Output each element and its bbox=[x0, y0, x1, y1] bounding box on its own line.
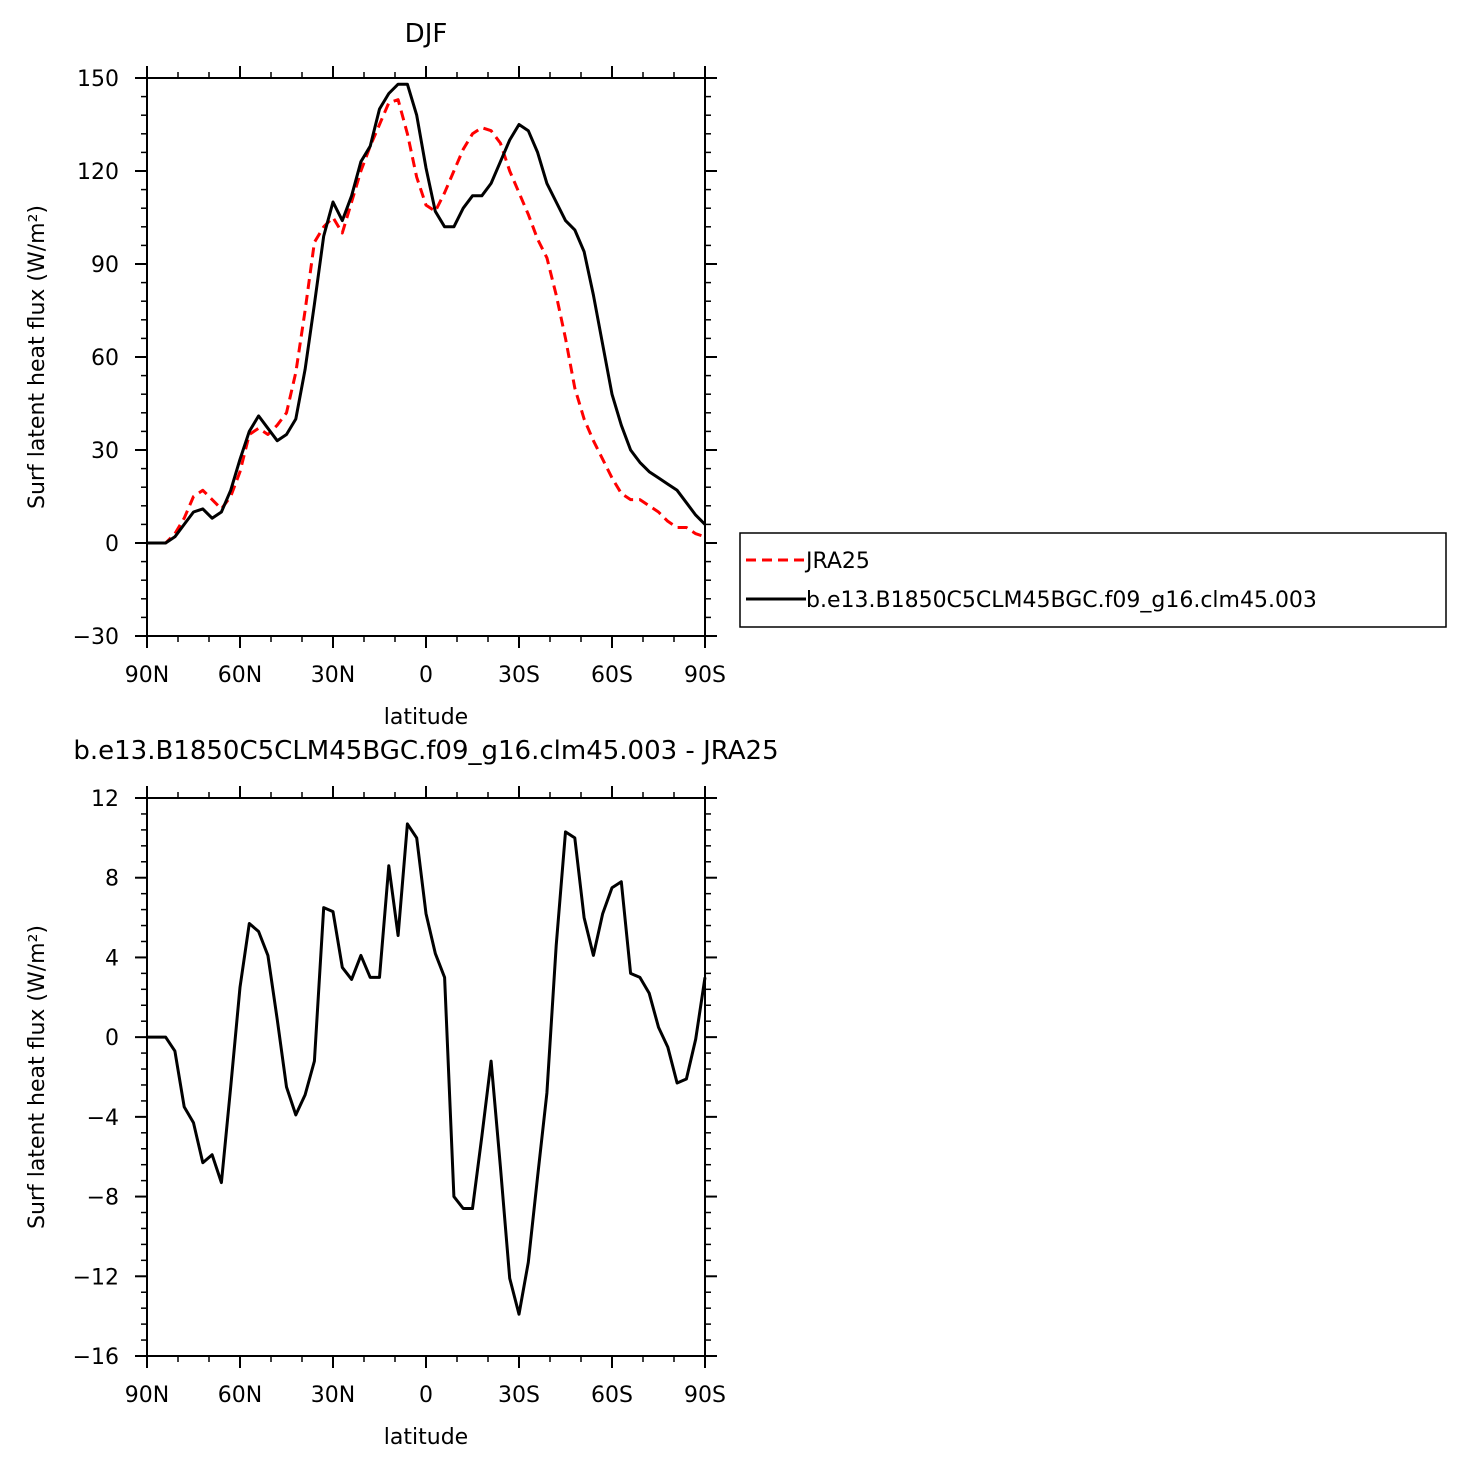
chart-title: DJF bbox=[405, 19, 448, 49]
legend-label-model: b.e13.B1850C5CLM45BGC.f09_g16.clm45.003 bbox=[806, 588, 1317, 613]
y-tick-label: 8 bbox=[105, 867, 119, 892]
top-series-lines bbox=[147, 82, 707, 545]
y-tick-label: 150 bbox=[77, 67, 119, 92]
x-tick-label: 90S bbox=[684, 1383, 726, 1408]
y-axis-label: Surf latent heat flux (W/m²) bbox=[25, 925, 50, 1229]
top-chart-panel: DJF 90N 60N 30N 0 30S 60S 90S−300306090120150 … bbox=[25, 19, 726, 730]
y-tick-label: 0 bbox=[105, 1026, 119, 1051]
x-tick-label: 90N bbox=[125, 663, 169, 688]
y-tick-label: 30 bbox=[91, 439, 119, 464]
x-tick-label: 0 bbox=[419, 1383, 433, 1408]
y-tick-label: 90 bbox=[91, 253, 119, 278]
x-tick-label: 60S bbox=[591, 1383, 633, 1408]
y-tick-label: 120 bbox=[77, 160, 119, 185]
bottom-chart-panel: b.e13.B1850C5CLM45BGC.f09_g16.clm45.003 … bbox=[25, 736, 779, 1450]
y-tick-label: −16 bbox=[73, 1345, 119, 1370]
series-line-b-e13-b1850c5clm45bgc-f09-g16-clm45-003 bbox=[147, 82, 707, 545]
x-tick-label: 0 bbox=[419, 663, 433, 688]
bottom-plot-frame bbox=[146, 797, 706, 1357]
y-axis-label: Surf latent heat flux (W/m²) bbox=[25, 205, 50, 509]
x-tick-label: 90N bbox=[125, 1383, 169, 1408]
bottom-series-lines bbox=[147, 822, 707, 1316]
y-tick-label: −12 bbox=[73, 1265, 119, 1290]
legend-box bbox=[739, 532, 1447, 628]
y-tick-label: −30 bbox=[73, 625, 119, 650]
x-axis-label: latitude bbox=[384, 705, 468, 730]
bottom-axis-ticks: 90N 60N 30N 0 30S 60S 90S −16 −12 −8 −4 0 4 8 12 bbox=[73, 786, 726, 1408]
legend-label-jra25: JRA25 bbox=[804, 549, 870, 574]
y-tick-label: −4 bbox=[87, 1106, 119, 1131]
legend: JRA25 b.e13.B1850C5CLM45BGC.f09_g16.clm4… bbox=[739, 532, 1447, 628]
y-tick-label: 12 bbox=[91, 787, 119, 812]
top-axis-ticks: 90N 60N 30N 0 30S 60S 90S −30 0 30 60 90 120 150 bbox=[73, 66, 726, 688]
x-tick-label: 30N bbox=[311, 663, 355, 688]
x-tick-label: 60N bbox=[218, 1383, 262, 1408]
x-tick-label: 30S bbox=[498, 663, 540, 688]
series-line-jra25 bbox=[147, 98, 706, 545]
series-line-difference bbox=[147, 822, 707, 1316]
x-axis-label: latitude bbox=[384, 1425, 468, 1450]
chart-title: b.e13.B1850C5CLM45BGC.f09_g16.clm45.003 … bbox=[73, 736, 778, 766]
x-tick-label: 90S bbox=[684, 663, 726, 688]
x-tick-label: 30S bbox=[498, 1383, 540, 1408]
y-tick-label: −8 bbox=[87, 1186, 119, 1211]
y-tick-label: 0 bbox=[105, 532, 119, 557]
y-tick-label: 60 bbox=[91, 346, 119, 371]
x-tick-label: 60N bbox=[218, 663, 262, 688]
top-plot-frame bbox=[146, 77, 706, 637]
x-tick-label: 60S bbox=[591, 663, 633, 688]
x-tick-label: 30N bbox=[311, 1383, 355, 1408]
y-tick-label: 4 bbox=[105, 946, 119, 971]
